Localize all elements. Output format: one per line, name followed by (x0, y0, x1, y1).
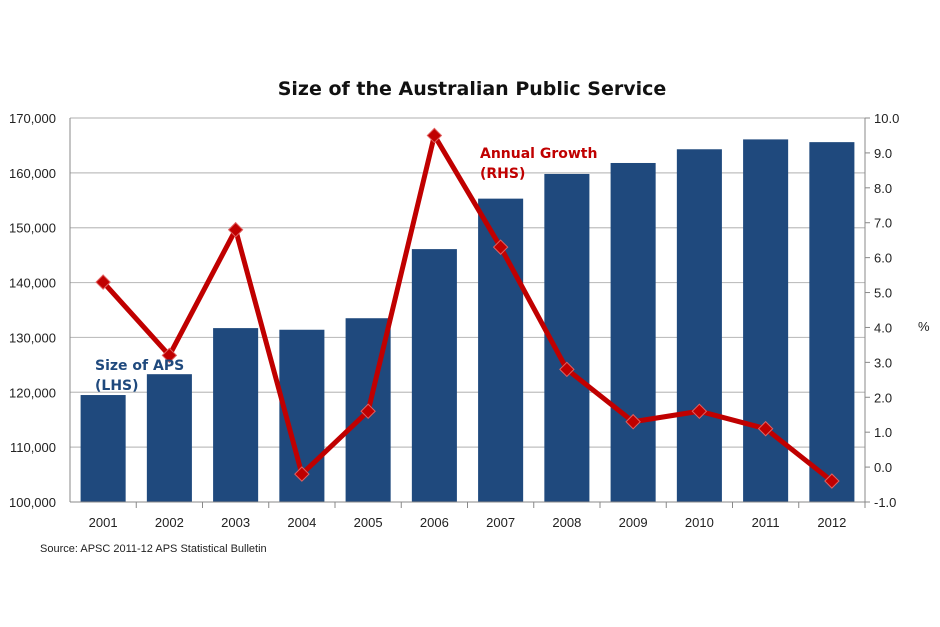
line-series-label: Annual Growth (RHS) (480, 146, 602, 182)
x-tick-label: 2011 (752, 515, 780, 530)
left-tick-label: 140,000 (9, 276, 56, 291)
growth-marker-2010 (691, 403, 708, 420)
x-tick-label: 2009 (619, 515, 648, 530)
growth-line (101, 128, 834, 484)
left-tick-label: 130,000 (9, 330, 56, 345)
x-tick-label: 2012 (817, 515, 846, 530)
bar-series (80, 139, 855, 503)
growth-marker-2011 (757, 420, 774, 437)
left-tick-label: 110,000 (10, 440, 56, 455)
x-tick-label: 2001 (89, 515, 118, 530)
left-tick-label: 170,000 (9, 111, 56, 126)
growth-marker-2003 (227, 221, 244, 238)
right-tick-label: 9.0 (874, 146, 892, 161)
right-tick-label: 10.0 (874, 111, 899, 126)
bar-2012 (809, 142, 855, 502)
right-tick-label: 5.0 (874, 286, 892, 301)
axes: 100,000 110,000 120,000 130,000 140,000 150,0… (9, 111, 899, 530)
bar-2010 (676, 149, 722, 503)
bar-2009 (610, 162, 656, 503)
bar-2001 (80, 395, 126, 502)
right-tick-label: 6.0 (874, 251, 892, 266)
right-axis-unit: % (918, 319, 930, 334)
x-tick-label: 2003 (221, 515, 250, 530)
x-tick-label: 2008 (552, 515, 581, 530)
growth-marker-2009 (625, 413, 641, 430)
source-note: Source: APSC 2011-12 APS Statistical Bul… (40, 543, 267, 555)
right-tick-label: 1.0 (874, 425, 892, 440)
x-tick-label: 2004 (287, 515, 316, 530)
x-tick-label: 2005 (354, 515, 383, 530)
x-tick-label: 2002 (155, 515, 184, 530)
bar-2002 (146, 374, 192, 502)
growth-marker-2002 (161, 347, 178, 364)
growth-marker-2005 (360, 403, 376, 420)
chart-title: Size of the Australian Public Service (278, 78, 667, 100)
right-tick-label: 2.0 (874, 390, 892, 405)
left-tick-label: 150,000 (9, 221, 56, 236)
bar-2006 (411, 249, 457, 502)
bar-2003 (213, 328, 259, 502)
right-tick-label: -1.0 (874, 495, 896, 510)
right-tick-label: 3.0 (874, 355, 892, 370)
gridlines (70, 117, 865, 448)
bar-series-label: Size of APS (LHS) (95, 358, 189, 394)
right-tick-label: 7.0 (874, 216, 892, 231)
bar-2011 (743, 139, 789, 502)
right-tick-label: 4.0 (874, 320, 892, 335)
growth-marker-2006 (426, 127, 443, 144)
growth-marker-2008 (559, 361, 575, 378)
growth-marker-2012 (824, 473, 840, 489)
growth-marker-2004 (294, 466, 310, 482)
left-tick-label: 120,000 (9, 385, 56, 400)
growth-marker-2007 (492, 239, 509, 255)
x-tick-label: 2010 (685, 515, 714, 530)
left-tick-label: 100,000 (9, 495, 56, 510)
x-tick-label: 2006 (420, 515, 449, 530)
right-tick-label: 8.0 (874, 181, 892, 196)
growth-marker-2001 (95, 274, 111, 290)
line-series (95, 127, 840, 489)
left-tick-label: 160,000 (9, 166, 56, 181)
x-tick-label: 2007 (486, 515, 515, 530)
right-tick-label: 0.0 (874, 460, 892, 475)
